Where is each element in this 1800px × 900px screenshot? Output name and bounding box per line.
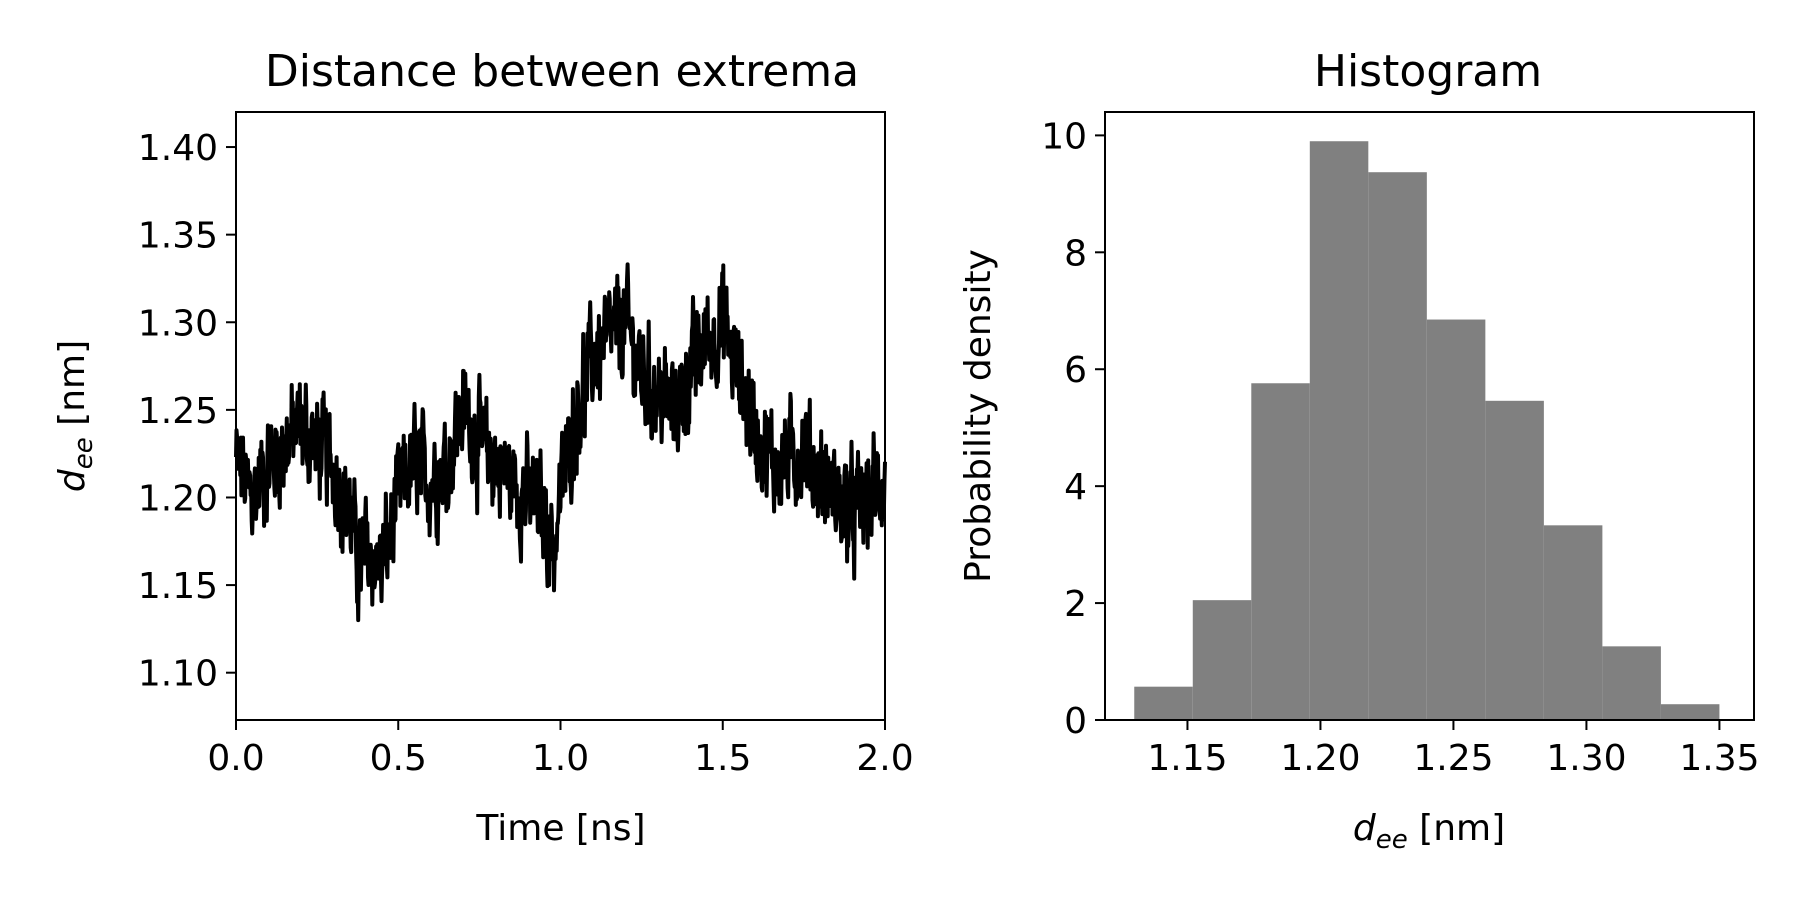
histogram-panel: Histogram 1.15 1.20 1.25 1.30 1.35 0 2 4 6 8 10 d… bbox=[958, 46, 1760, 855]
histogram-bar bbox=[1426, 319, 1486, 720]
histogram-bar bbox=[1251, 383, 1310, 720]
histogram-title: Histogram bbox=[1314, 46, 1542, 97]
time-series-x-tick-label: 1.5 bbox=[694, 738, 751, 779]
histogram-y-tick-label: 6 bbox=[1064, 350, 1087, 391]
time-series-x-tick-label: 0.0 bbox=[207, 738, 264, 779]
time-series-y-tick-label: 1.25 bbox=[138, 391, 218, 432]
time-series-x-tick-label: 2.0 bbox=[856, 738, 913, 779]
time-series-plot-area bbox=[234, 262, 887, 623]
histogram-x-tick-label: 1.25 bbox=[1413, 738, 1493, 779]
histogram-x-tick-label: 1.15 bbox=[1147, 738, 1227, 779]
histogram-x-tick-label: 1.20 bbox=[1280, 738, 1360, 779]
time-series-y-tick-label: 1.35 bbox=[138, 216, 218, 257]
time-series-y-label-var: d bbox=[52, 468, 93, 492]
histogram-bar bbox=[1192, 600, 1252, 720]
time-series-y-tick-label: 1.20 bbox=[138, 478, 218, 519]
time-series-y-tick-label: 1.10 bbox=[138, 654, 218, 695]
histogram-bar bbox=[1543, 525, 1603, 720]
histogram-y-tick-label: 10 bbox=[1041, 116, 1087, 157]
histogram-bar bbox=[1660, 704, 1720, 720]
histogram-bar bbox=[1485, 400, 1544, 720]
histogram-y-axis-label: Probability density bbox=[958, 249, 999, 583]
histogram-bar bbox=[1309, 141, 1369, 720]
histogram-bar bbox=[1368, 172, 1427, 720]
histogram-y-tick-label: 2 bbox=[1064, 584, 1087, 625]
histogram-y-tick-label: 8 bbox=[1064, 233, 1087, 274]
histogram-x-axis-label: dee [nm] bbox=[1353, 808, 1505, 855]
histogram-y-tick-label: 4 bbox=[1064, 467, 1087, 508]
histogram-x-ticks: 1.15 1.20 1.25 1.30 1.35 bbox=[1147, 720, 1760, 779]
time-series-y-ticks: 1.10 1.15 1.20 1.25 1.30 1.35 1.40 bbox=[138, 128, 236, 695]
time-series-x-tick-label: 0.5 bbox=[370, 738, 427, 779]
time-series-x-ticks: 0.0 0.5 1.0 1.5 2.0 bbox=[207, 720, 914, 779]
histogram-x-tick-label: 1.30 bbox=[1546, 738, 1626, 779]
time-series-line bbox=[234, 262, 887, 623]
histogram-bar bbox=[1602, 646, 1661, 720]
histogram-axes-frame bbox=[1104, 111, 1755, 721]
time-series-x-axis-label: Time [ns] bbox=[475, 808, 645, 849]
time-series-y-tick-label: 1.40 bbox=[138, 128, 218, 169]
time-series-panel: Distance between extrema 0.0 0.5 1.0 1.5 2.0… bbox=[52, 46, 914, 849]
time-series-y-tick-label: 1.30 bbox=[138, 303, 218, 344]
time-series-title: Distance between extrema bbox=[265, 46, 859, 97]
time-series-x-tick-label: 1.0 bbox=[532, 738, 589, 779]
histogram-plot-area bbox=[1134, 141, 1720, 720]
histogram-y-tick-label: 0 bbox=[1064, 701, 1087, 742]
histogram-y-ticks: 0 2 4 6 8 10 bbox=[1041, 116, 1105, 742]
histogram-bar bbox=[1134, 686, 1193, 720]
histogram-x-tick-label: 1.35 bbox=[1679, 738, 1759, 779]
histogram-x-label-sub: ee bbox=[1376, 825, 1408, 855]
time-series-y-label-sub: ee bbox=[69, 437, 99, 469]
time-series-y-label-unit: [nm] bbox=[52, 340, 93, 437]
time-series-y-axis-label: dee [nm] bbox=[52, 340, 99, 492]
time-series-axes-frame bbox=[235, 111, 886, 721]
time-series-y-tick-label: 1.15 bbox=[138, 566, 218, 607]
histogram-x-label-var: d bbox=[1353, 808, 1377, 849]
histogram-x-label-unit: [nm] bbox=[1408, 808, 1505, 849]
